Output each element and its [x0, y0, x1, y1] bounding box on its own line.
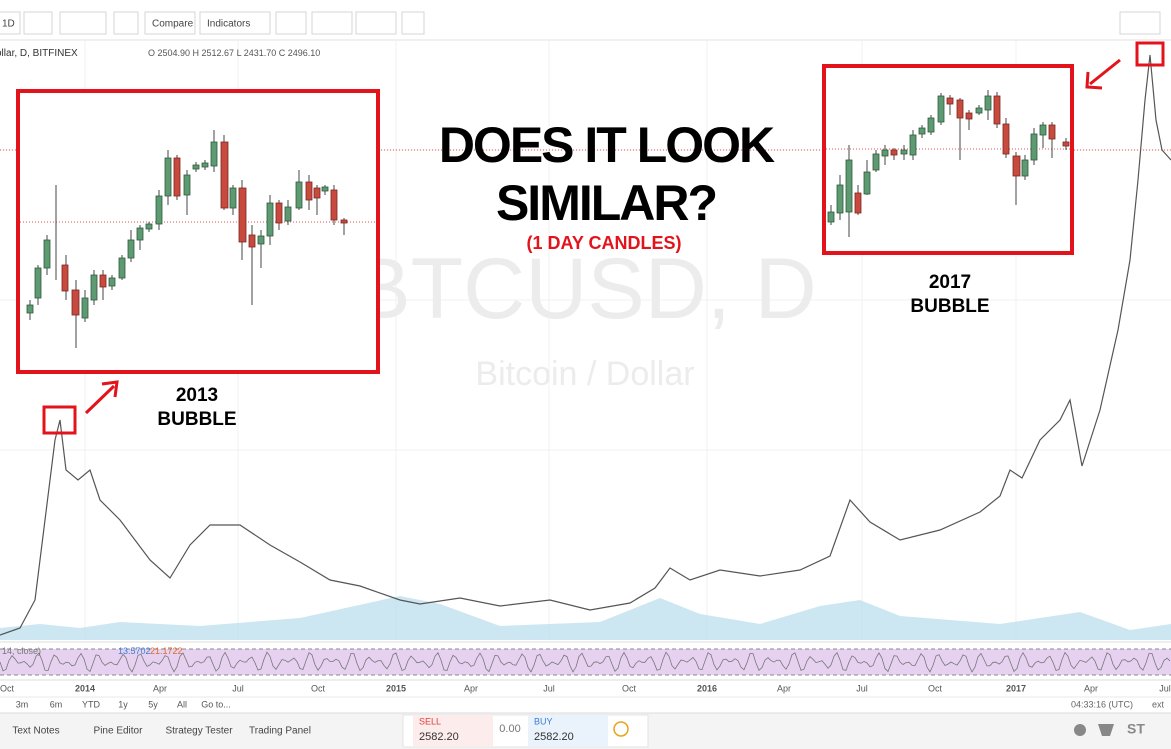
- indicator-value: 21.1722: [150, 646, 183, 656]
- legend-symbol: ollar, D, BITFINEX: [0, 48, 78, 59]
- camera-icon[interactable]: [1074, 724, 1086, 736]
- sell-button[interactable]: [413, 715, 493, 747]
- x-tick-label: Oct: [622, 683, 637, 693]
- clock: 04:33:16 (UTC): [1071, 699, 1133, 709]
- chart-style-button[interactable]: [23, 11, 53, 35]
- x-tick-label: Oct: [0, 683, 14, 693]
- buy-label: BUY: [534, 716, 553, 726]
- panel-tab[interactable]: Trading Panel: [249, 726, 311, 737]
- x-tick-label: Oct: [928, 683, 943, 693]
- x-tick-label: Apr: [153, 683, 167, 693]
- headline: DOES IT LOOK: [439, 117, 775, 173]
- x-axis: Oct 2014 Apr Jul Oct 2015 Apr Jul Oct 2016 Apr Jul O…: [0, 683, 1171, 693]
- headline: SIMILAR?: [496, 175, 716, 231]
- bottom-tabs: Text Notes Pine Editor Strategy Tester Trad…: [12, 726, 311, 737]
- alert-button[interactable]: [275, 11, 307, 35]
- indicators-label: Indicators: [207, 19, 250, 30]
- range-button[interactable]: 1y: [118, 699, 128, 709]
- bubble-year: 2017: [929, 272, 971, 293]
- indicator-label: 14, close): [2, 646, 41, 656]
- watermark-symbol: BTCUSD, D: [353, 241, 816, 337]
- x-tick-label: Oct: [311, 683, 326, 693]
- x-tick-label: 2017: [1006, 683, 1026, 693]
- settings-button[interactable]: [113, 11, 139, 35]
- interval: 1D: [2, 19, 15, 30]
- layout-button[interactable]: [1119, 11, 1161, 35]
- spread: 0.00: [499, 723, 520, 735]
- inset-2013: [16, 89, 380, 374]
- x-tick-label: 2015: [386, 683, 406, 693]
- twitter-icon[interactable]: [1098, 724, 1114, 736]
- panel-tab[interactable]: Pine Editor: [94, 726, 144, 737]
- x-tick-label: Jul: [232, 683, 244, 693]
- bubble-label: BUBBLE: [157, 409, 236, 430]
- range-button[interactable]: 5y: [148, 699, 158, 709]
- compare-label: Compare: [152, 19, 194, 30]
- theme-button[interactable]: [311, 11, 353, 35]
- info-icon[interactable]: [613, 721, 629, 737]
- panel-tab[interactable]: Strategy Tester: [165, 726, 233, 737]
- x-tick-label: Jul: [856, 683, 868, 693]
- compare-button[interactable]: [144, 11, 196, 35]
- range-button[interactable]: All: [177, 699, 187, 709]
- legend-ohlc: O 2504.90 H 2512.67 L 2431.70 C 2496.10: [148, 48, 320, 58]
- subtitle: (1 DAY CANDLES): [526, 233, 681, 253]
- oscillator-pane: 14, close) 13.5702 21.1722: [0, 641, 1171, 676]
- sell-price: 2582.20: [419, 731, 459, 743]
- x-tick-label: Jul: [543, 683, 555, 693]
- x-tick-label: 2016: [697, 683, 717, 693]
- range-button[interactable]: 6m: [50, 699, 63, 709]
- indicator-value: 13.5702: [118, 646, 151, 656]
- x-tick-label: Apr: [464, 683, 478, 693]
- inset-2017: [822, 64, 1074, 255]
- bubble-year: 2013: [176, 385, 218, 406]
- volume-area: [0, 596, 1171, 640]
- chart-area: BTCUSD, D Bitcoin / Dollar ollar, D, BIT…: [0, 40, 1171, 640]
- panel-tab[interactable]: Text Notes: [12, 726, 59, 737]
- bubble-label: BUBBLE: [910, 296, 989, 317]
- highlights: [42, 41, 1165, 435]
- buy-button[interactable]: [528, 715, 608, 747]
- range-button[interactable]: 3m: [16, 699, 29, 709]
- stocktwits-icon[interactable]: ST: [1127, 721, 1145, 737]
- x-tick-label: Apr: [777, 683, 791, 693]
- range-button[interactable]: YTD: [82, 699, 101, 709]
- undo-redo[interactable]: [355, 11, 397, 35]
- price-series: [0, 54, 1171, 636]
- fullscreen-button[interactable]: [401, 11, 425, 35]
- x-tick-label: Apr: [1084, 683, 1098, 693]
- range-bar: 3m 6m YTD 1y 5y All Go to...: [16, 699, 231, 709]
- interval-button[interactable]: [0, 11, 21, 35]
- sell-label: SELL: [419, 716, 441, 726]
- bar-type-button[interactable]: [59, 11, 107, 35]
- inset-frame: [16, 89, 380, 374]
- buy-price: 2582.20: [534, 731, 574, 743]
- range-button[interactable]: Go to...: [201, 699, 231, 709]
- x-tick-label: Jul: [1159, 683, 1171, 693]
- indicators-button[interactable]: [199, 11, 271, 35]
- x-tick-label: 2014: [75, 683, 95, 693]
- oscillator-line: [0, 651, 1171, 673]
- watermark-description: Bitcoin / Dollar: [475, 355, 694, 393]
- ext-toggle[interactable]: ext: [1152, 699, 1165, 709]
